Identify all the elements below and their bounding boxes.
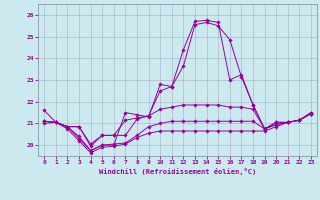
X-axis label: Windchill (Refroidissement éolien,°C): Windchill (Refroidissement éolien,°C) (99, 168, 256, 175)
